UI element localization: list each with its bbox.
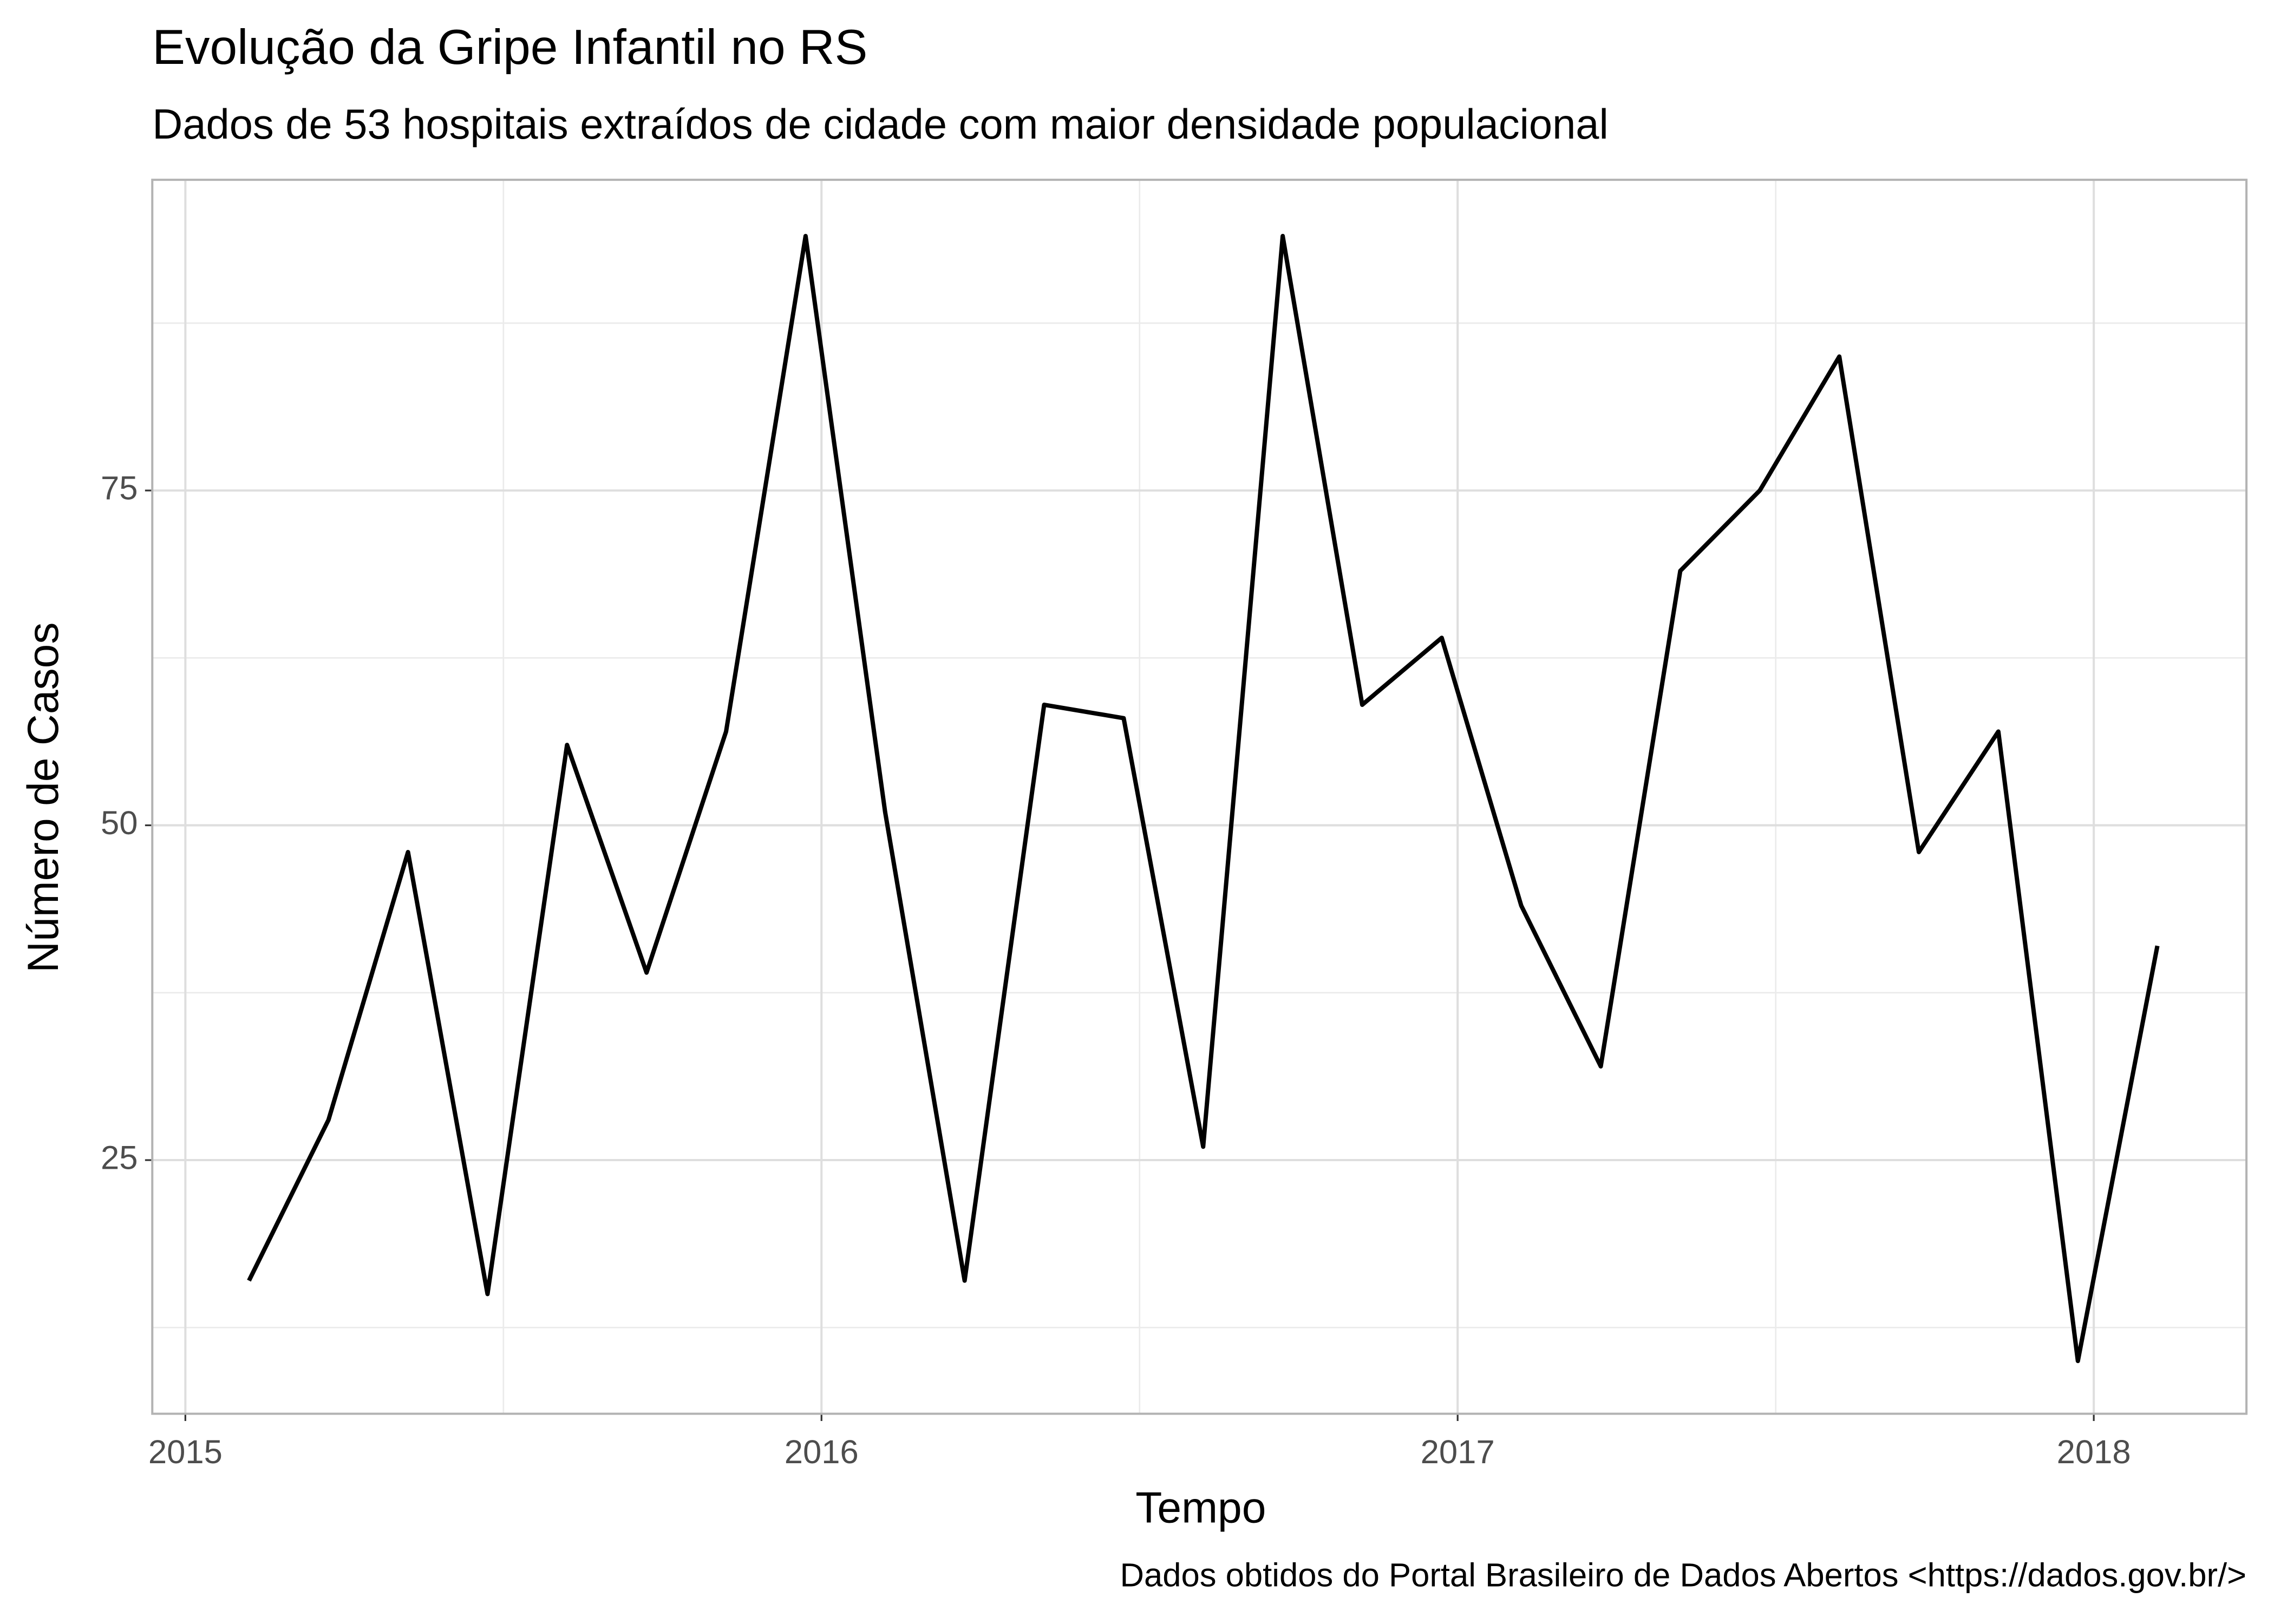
panel-border [151,179,2248,1415]
chart-subtitle: Dados de 53 hospitais extraídos de cidad… [152,101,1609,148]
x-tick-label: 2017 [1421,1433,1495,1471]
y-axis-title: Número de Casos [19,622,68,973]
y-tick-label: 50 [101,804,138,842]
x-axis-title: Tempo [1135,1483,1266,1532]
x-tick-label: 2016 [785,1433,859,1471]
x-tick-label: 2015 [148,1433,223,1471]
chart-title: Evolução da Gripe Infantil no RS [152,20,867,75]
data-line [247,234,2160,1364]
x-tick-label: 2018 [2057,1433,2131,1471]
caption: Dados obtidos do Portal Brasileiro de Da… [1120,1557,2247,1594]
y-tick-label: 25 [101,1139,138,1176]
y-tick-label: 75 [101,469,138,507]
